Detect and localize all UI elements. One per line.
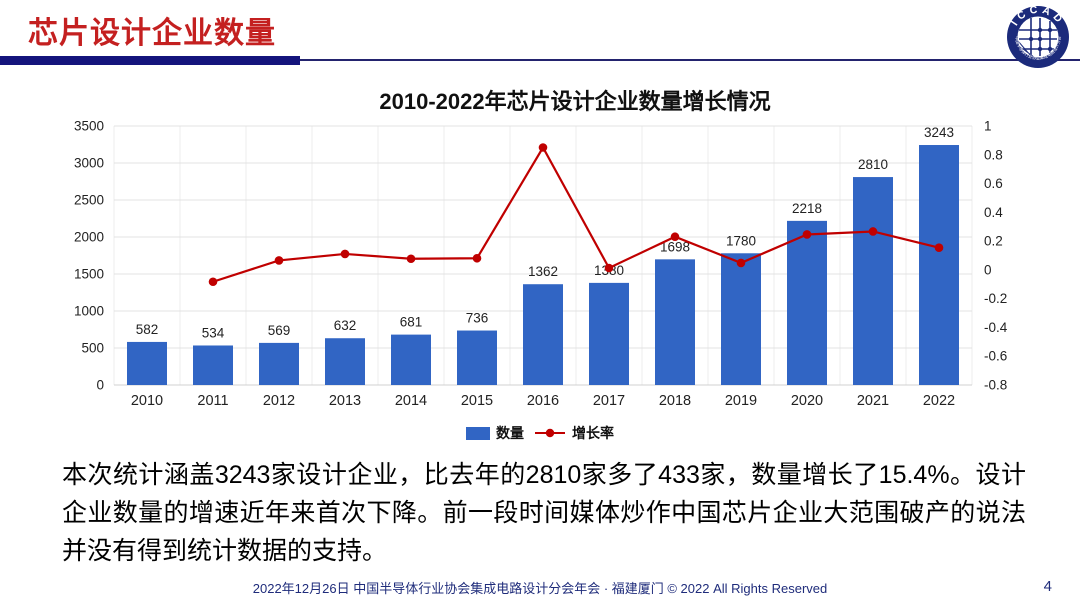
bar-2010 — [127, 341, 167, 385]
legend-item-growth-rate: 增长率 — [534, 423, 614, 443]
growth-rate-point — [208, 277, 218, 287]
x-axis-label: 2018 — [659, 393, 691, 409]
left-axis-tick: 2000 — [74, 230, 104, 245]
bar-value-label: 1698 — [660, 239, 690, 254]
legend-label-growth-rate: 增长率 — [572, 425, 614, 441]
bar-2011 — [193, 345, 233, 385]
growth-rate-point — [670, 232, 680, 242]
page-number: 4 — [1043, 578, 1052, 595]
title-underline-bar — [0, 56, 300, 65]
bar-value-label: 736 — [466, 311, 489, 326]
bar-value-label: 3243 — [924, 125, 954, 140]
x-axis-label: 2011 — [197, 393, 228, 409]
x-axis-label: 2016 — [527, 393, 559, 409]
chart-title: 2010-2022年芯片设计企业数量增长情况 — [379, 89, 771, 114]
left-axis-tick: 3000 — [74, 156, 104, 171]
bar-2017 — [589, 282, 629, 385]
bar-value-label: 2218 — [792, 201, 822, 216]
x-axis-label: 2012 — [263, 393, 295, 409]
bar-line-chart: 0 500 1000 1500 2000 2500 3000 3500 -0.8 -0.6 -0.4… — [74, 119, 1008, 410]
x-axis-label: 2013 — [329, 393, 361, 409]
right-axis-tick: 0.4 — [984, 205, 1003, 220]
left-axis-tick: 2500 — [74, 193, 104, 208]
legend-item-quantity: 数量 — [466, 423, 524, 443]
x-axis-label: 2021 — [857, 393, 889, 409]
growth-rate-point — [802, 230, 812, 239]
left-axis-tick: 500 — [81, 341, 104, 356]
bar-2016 — [523, 284, 563, 385]
right-axis-tick: 0.6 — [984, 176, 1003, 191]
x-axis-label: 2014 — [395, 393, 427, 409]
bar-value-label: 632 — [334, 318, 357, 333]
growth-rate-point — [538, 143, 548, 152]
x-axis-label: 2022 — [923, 393, 955, 409]
right-axis-tick: -0.6 — [984, 349, 1007, 364]
right-axis-tick: 0.8 — [984, 147, 1003, 162]
growth-rate-point — [868, 227, 878, 236]
x-axis-label: 2010 — [131, 393, 163, 409]
x-axis-label: 2019 — [725, 393, 757, 409]
bar-value-label: 1362 — [528, 264, 558, 279]
bar-value-label: 569 — [268, 323, 291, 338]
left-axis-tick: 3500 — [74, 119, 104, 134]
bar-2015 — [457, 330, 497, 385]
bar-value-label: 1780 — [726, 233, 756, 248]
bar-value-label: 534 — [202, 325, 225, 340]
footer-credit: 2022年12月26日 中国半导体行业协会集成电路设计分会年会 · 福建厦门 ©… — [252, 581, 828, 596]
right-axis-tick: 1 — [984, 119, 992, 134]
right-axis-tick: -0.8 — [984, 378, 1007, 393]
left-axis-tick: 1000 — [74, 304, 104, 319]
bar-2022 — [919, 145, 959, 385]
growth-rate-line — [212, 145, 940, 283]
growth-rate-point — [274, 256, 284, 265]
bar-2020 — [787, 220, 827, 385]
left-axis-tick: 1500 — [74, 267, 104, 282]
growth-rate-point — [604, 263, 614, 273]
right-axis-tick: 0.2 — [984, 234, 1003, 249]
bar-2014 — [391, 334, 431, 385]
growth-rate-point — [406, 254, 416, 264]
title-underline-thin-line — [300, 59, 1080, 61]
chart-legend: 数量 增长率 — [0, 423, 1080, 443]
right-axis-tick: -0.4 — [984, 320, 1008, 335]
growth-rate-point — [340, 249, 350, 259]
bar-value-label: 582 — [136, 322, 159, 337]
summary-paragraph: 本次统计涵盖3243家设计企业，比去年的2810家多了433家，数量增长了15.… — [62, 461, 1026, 565]
x-axis-label: 2017 — [593, 393, 625, 409]
bar-2019 — [721, 253, 761, 385]
bar-series-swatch-icon — [466, 426, 490, 440]
bar-value-label: 681 — [400, 315, 423, 330]
growth-rate-point — [736, 258, 746, 268]
x-axis-label: 2020 — [791, 393, 823, 409]
bar-value-label: 2810 — [858, 157, 888, 172]
bar-2018 — [655, 259, 695, 385]
line-series-marker-icon — [535, 428, 565, 438]
bar-2021 — [853, 177, 893, 385]
left-axis-tick: 0 — [96, 378, 104, 393]
right-axis-tick: -0.2 — [984, 291, 1007, 306]
right-axis-tick: 0 — [984, 262, 992, 277]
bar-2012 — [259, 342, 299, 385]
growth-rate-point — [472, 253, 482, 263]
bar-2013 — [325, 338, 365, 385]
growth-rate-point — [934, 243, 944, 253]
iccad-logo-icon: ICCAD 中国半导体行业协会集成电路设计分会 — [1007, 5, 1069, 68]
legend-label-quantity: 数量 — [496, 425, 524, 441]
page-title: 芯片设计企业数量 — [28, 17, 276, 50]
x-axis-label: 2015 — [461, 393, 493, 409]
